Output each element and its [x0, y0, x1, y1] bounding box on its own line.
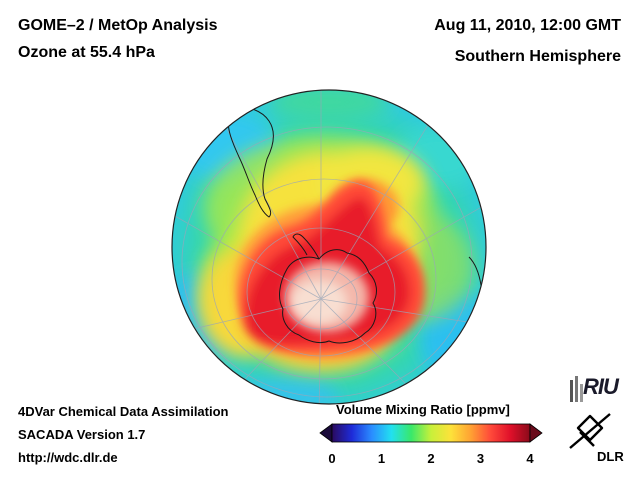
graticule	[172, 90, 486, 404]
colorbar-tick-label: 3	[476, 451, 485, 466]
riu-logo-icon	[570, 376, 583, 402]
colorbar-gradient	[331, 423, 531, 443]
footer-url: http://wdc.dlr.de	[18, 450, 118, 465]
footer-line-1: 4DVar Chemical Data Assimilation	[18, 404, 229, 419]
dlr-logo-text: DLR	[597, 449, 624, 464]
map-title: GOME–2 / MetOp Analysis	[18, 17, 218, 34]
map-datetime: Aug 11, 2010, 12:00 GMT	[434, 17, 621, 34]
ozone-field	[172, 90, 486, 404]
ozone-globe-map	[171, 89, 487, 405]
footer-line-2: SACADA Version 1.7	[18, 427, 146, 442]
colorbar-over-arrow	[529, 423, 543, 443]
colorbar-under-arrow	[319, 423, 333, 443]
riu-logo-text: RIU	[583, 374, 619, 399]
colorbar-tick-label: 1	[377, 451, 386, 466]
map-region: Southern Hemisphere	[454, 48, 621, 65]
colorbar-tick-label: 2	[427, 451, 435, 466]
colorbar-tick-label: 0	[328, 451, 336, 466]
map-subtitle: Ozone at 55.4 hPa	[18, 44, 155, 61]
colorbar	[319, 423, 543, 443]
dlr-logo-icon	[569, 413, 611, 449]
colorbar-title: Volume Mixing Ratio [ppmv]	[336, 402, 510, 417]
colorbar-tick-label: 4	[526, 451, 534, 466]
